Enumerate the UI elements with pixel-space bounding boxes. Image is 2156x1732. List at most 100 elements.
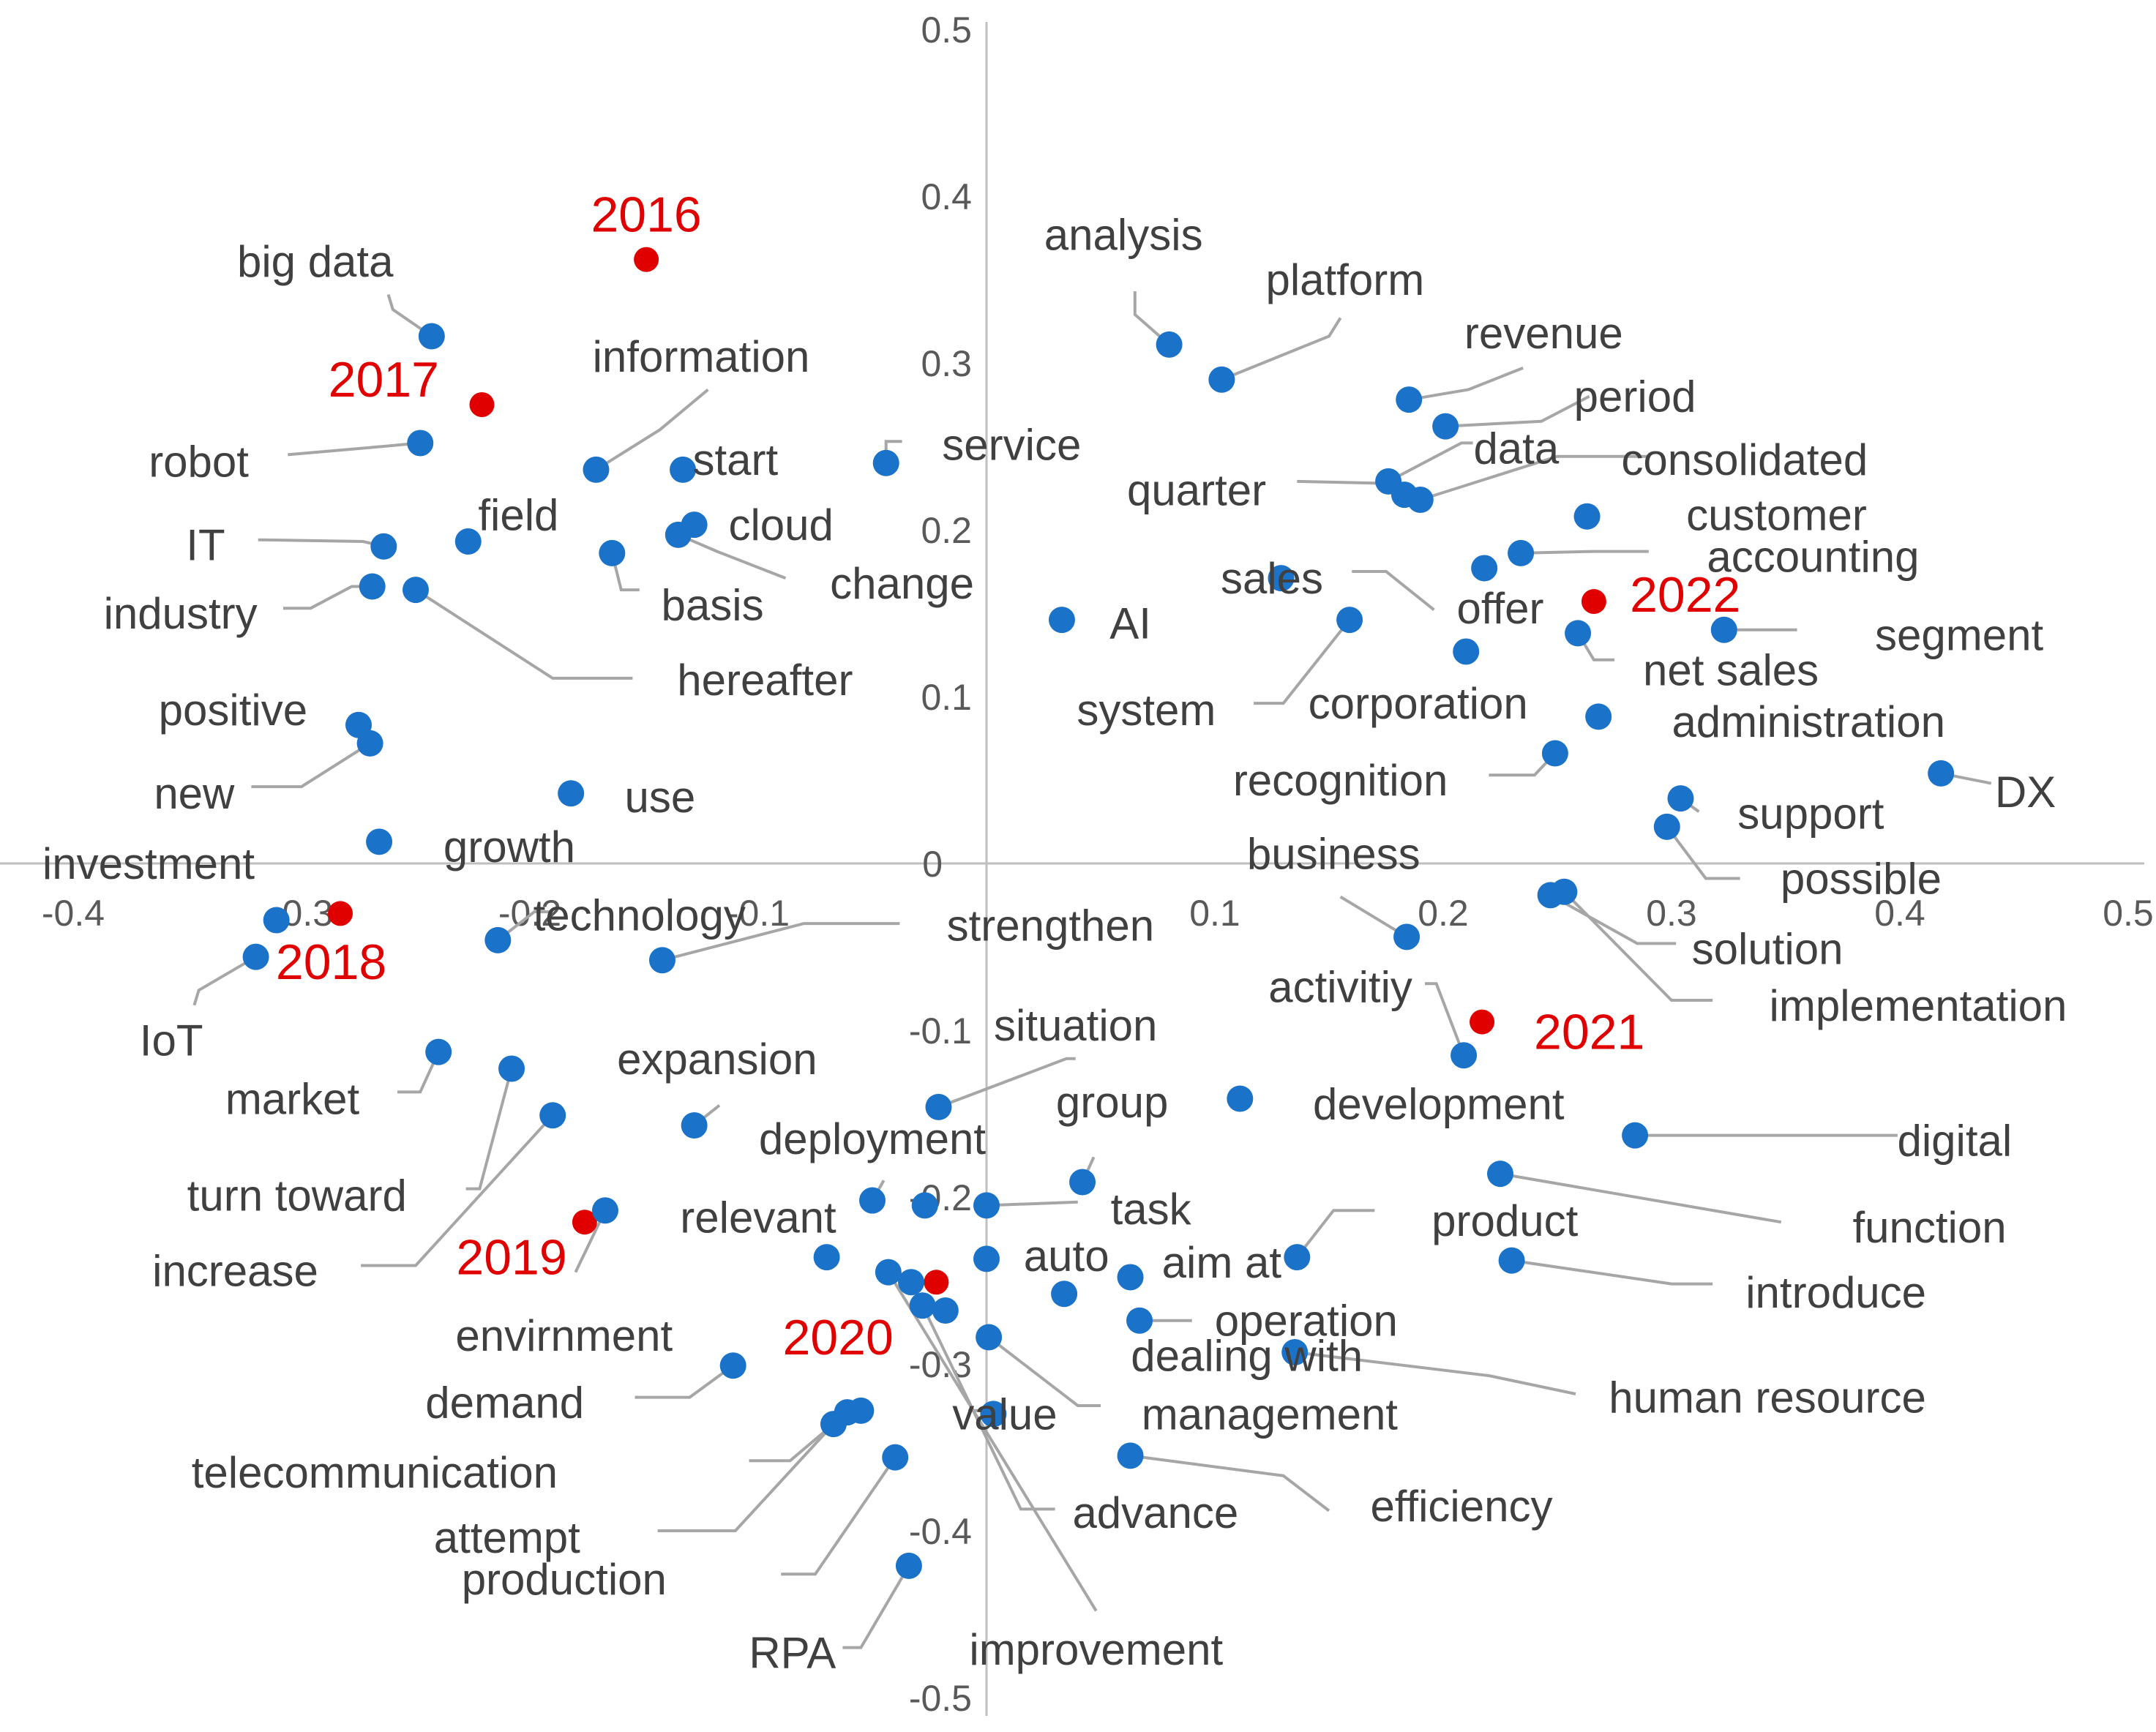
term-label: group: [1056, 1078, 1168, 1127]
term-point: [1667, 785, 1694, 812]
year-point: [1581, 589, 1606, 615]
x-tick-label: -0.1: [727, 893, 790, 934]
term-label: sales: [1221, 554, 1323, 603]
y-tick-label: 0.5: [921, 10, 972, 50]
leader-line: [842, 1564, 910, 1649]
term-point: [1622, 1122, 1649, 1149]
leader-line: [251, 742, 371, 789]
term-point: [1928, 760, 1955, 787]
x-tick-label: 0.5: [2103, 893, 2154, 934]
leader-line: [1388, 441, 1473, 483]
term-point: [1117, 1442, 1144, 1469]
term-point: [1551, 878, 1578, 905]
term-label: use: [624, 773, 695, 822]
term-label: possible: [1781, 855, 1942, 904]
leader-line: [1420, 454, 1649, 501]
term-label: revenue: [1464, 309, 1623, 358]
term-label: RPA: [749, 1628, 836, 1677]
leader-line: [1352, 570, 1435, 611]
term-point: [925, 1093, 952, 1120]
year-point: [469, 392, 495, 417]
term-label: robot: [149, 438, 249, 487]
term-label: aim at: [1162, 1238, 1282, 1287]
term-label: technology: [534, 891, 746, 940]
term-label: net sales: [1643, 646, 1819, 695]
term-point: [498, 1055, 525, 1082]
term-point: [973, 1192, 1000, 1219]
term-label: improvement: [969, 1625, 1223, 1674]
leader-line: [986, 1200, 1078, 1207]
year-point: [634, 247, 659, 272]
term-label: activitiy: [1268, 963, 1412, 1012]
y-tick-label: -0.3: [909, 1344, 972, 1385]
term-point: [976, 1324, 1003, 1351]
term-label: offer: [1457, 584, 1544, 633]
term-label: production: [462, 1555, 667, 1604]
term-label: introduce: [1745, 1268, 1926, 1317]
leader-line: [1294, 1351, 1576, 1395]
term-label: value: [952, 1390, 1057, 1439]
term-point: [1432, 413, 1459, 440]
term-label: service: [942, 421, 1081, 470]
term-point: [648, 947, 675, 974]
year-label: 2018: [276, 934, 386, 990]
x-tick-label: 0.2: [1418, 893, 1469, 934]
term-point: [484, 926, 512, 953]
term-label: AI: [1109, 599, 1151, 648]
term-point: [454, 528, 482, 555]
term-point: [1393, 923, 1421, 951]
term-label: development: [1313, 1079, 1565, 1128]
term-label: accounting: [1707, 532, 1919, 581]
term-label: customer: [1686, 490, 1867, 539]
term-point: [719, 1352, 746, 1379]
year-point: [328, 901, 353, 926]
year-point: [1470, 1009, 1495, 1035]
term-point: [1653, 813, 1680, 840]
term-point: [872, 449, 899, 476]
leader-line: [288, 441, 421, 457]
term-label: new: [154, 769, 235, 818]
term-label: digital: [1897, 1116, 2012, 1165]
leader-line: [414, 588, 633, 680]
term-point: [1126, 1307, 1153, 1334]
term-label: expansion: [617, 1035, 817, 1084]
leader-line: [635, 1364, 734, 1399]
term-label: market: [225, 1074, 360, 1123]
term-label: information: [593, 332, 810, 381]
year-point: [924, 1270, 949, 1295]
leader-line: [497, 910, 553, 942]
origin-tick-label: 0: [922, 844, 943, 885]
term-point: [882, 1444, 909, 1471]
term-label: period: [1574, 372, 1696, 421]
term-point: [1069, 1169, 1096, 1196]
term-label: IoT: [140, 1016, 203, 1065]
term-point: [895, 1552, 922, 1579]
y-tick-label: -0.4: [909, 1511, 972, 1552]
term-point: [583, 456, 610, 483]
y-tick-label: 0.3: [921, 343, 972, 384]
term-point: [1390, 481, 1418, 509]
term-label: investment: [42, 839, 255, 888]
leader-line: [921, 1305, 1055, 1511]
y-tick-label: 0.2: [921, 510, 972, 551]
term-label: telecommunication: [192, 1448, 558, 1497]
leader-line: [781, 1456, 897, 1576]
y-tick-label: 0.1: [921, 677, 972, 718]
term-label: increase: [152, 1246, 318, 1295]
term-label: management: [1142, 1390, 1399, 1439]
leader-line: [1408, 366, 1524, 402]
term-label: cloud: [728, 501, 833, 550]
term-point: [1268, 565, 1295, 592]
term-point: [407, 430, 434, 457]
term-label: strengthen: [947, 901, 1155, 950]
year-label: 2021: [1534, 1005, 1644, 1060]
term-point: [1156, 331, 1183, 358]
term-label: system: [1077, 686, 1216, 735]
leader-line: [192, 955, 257, 1006]
term-label: field: [478, 490, 558, 539]
term-point: [418, 323, 445, 350]
term-point: [403, 577, 429, 604]
x-tick-label: 0.1: [1189, 893, 1240, 934]
leader-line: [987, 1335, 1101, 1407]
term-point: [859, 1187, 886, 1214]
